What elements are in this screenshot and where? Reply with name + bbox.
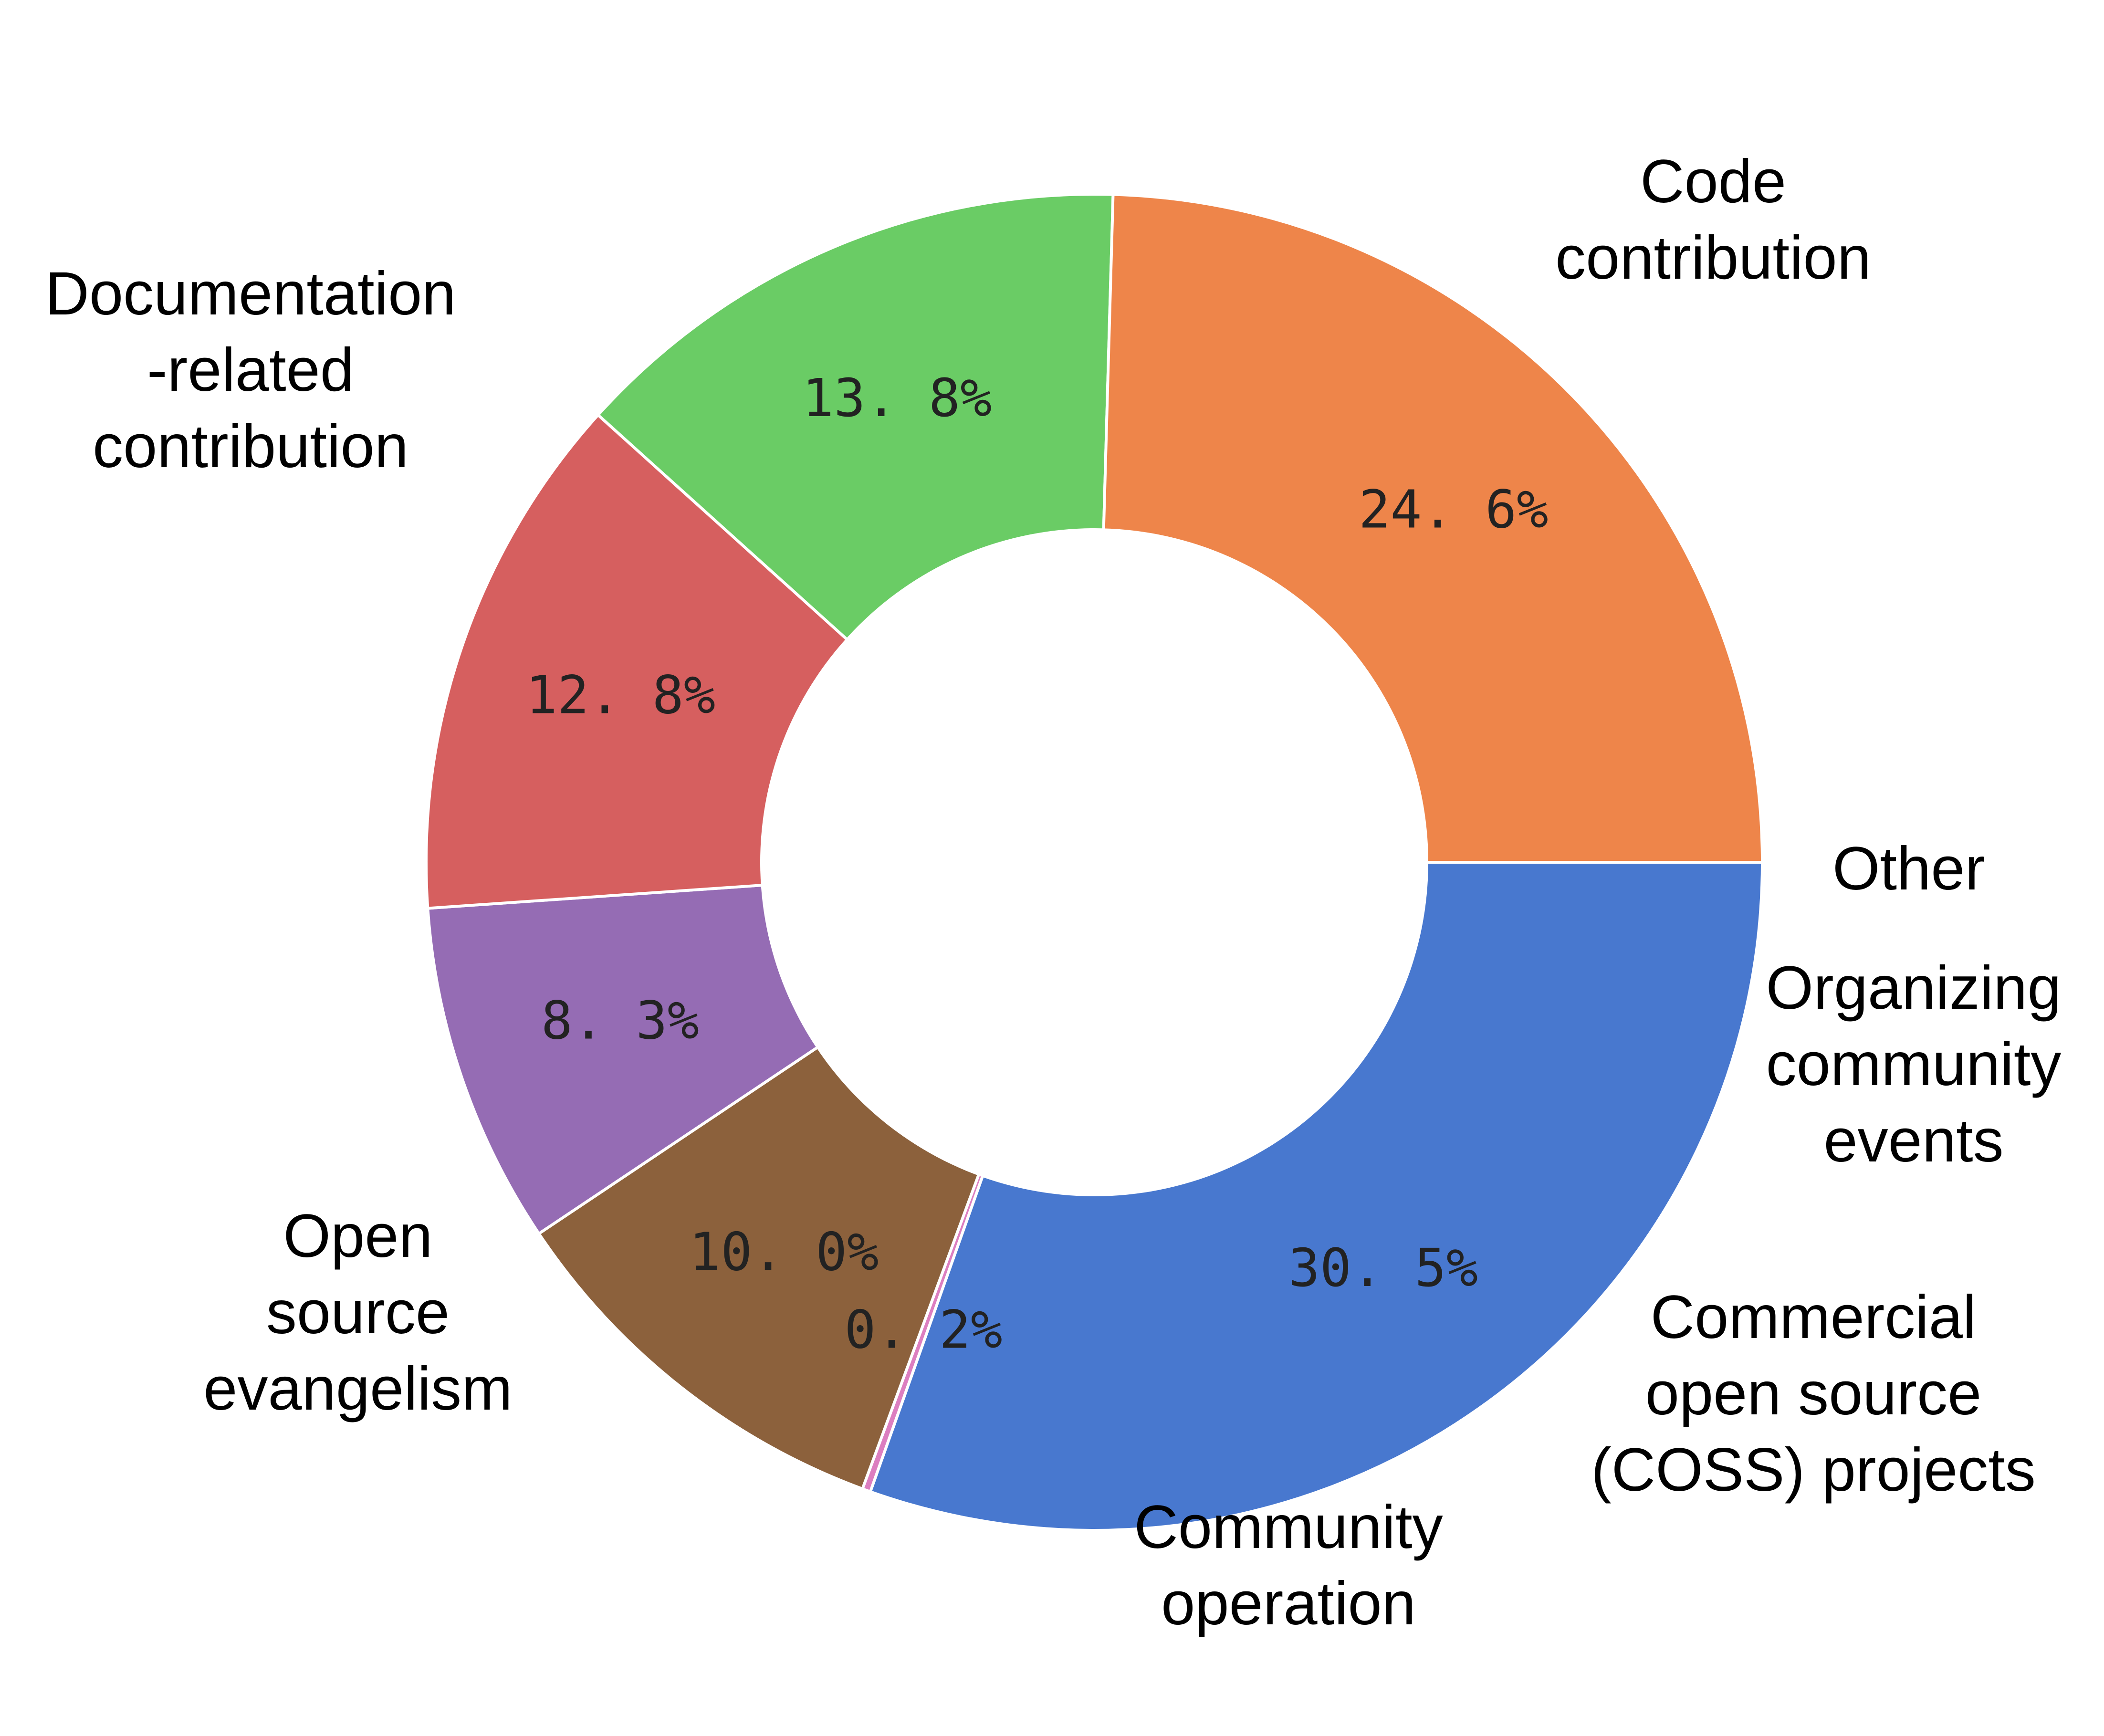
category-label-line: evangelism <box>203 1355 512 1423</box>
category-label-line: contribution <box>93 412 408 481</box>
category-label-line: operation <box>1161 1569 1416 1638</box>
category-label-line: source <box>266 1278 450 1347</box>
category-label-line: contribution <box>1555 224 1871 292</box>
category-labels-group: Code contribution Other Organizing community… <box>45 147 2062 1638</box>
percent-label: 0. 2% <box>844 1299 1002 1360</box>
category-label-line: events <box>1823 1107 2003 1175</box>
percent-label: 24. 6% <box>1359 479 1548 540</box>
category-label-line: Other <box>1832 835 1985 903</box>
percent-label: 30. 5% <box>1288 1237 1478 1298</box>
category-label-line: Organizing <box>1766 954 2062 1022</box>
category-label-line: -related <box>147 336 354 404</box>
category-label-line: Documentation <box>45 260 456 328</box>
donut-hole <box>760 528 1428 1196</box>
category-label-line: Code <box>1640 147 1786 216</box>
category-label: Documentation -related contribution <box>45 260 456 481</box>
percent-label: 8. 3% <box>541 990 699 1051</box>
category-label-line: Community <box>1134 1493 1443 1561</box>
category-label-line: Open <box>283 1202 432 1270</box>
category-label: Community operation <box>1134 1493 1443 1638</box>
category-label: Code contribution <box>1555 147 1871 292</box>
category-label-line: Commercial <box>1651 1283 1977 1351</box>
category-label: Open source evangelism <box>203 1202 512 1423</box>
category-label: Organizing community events <box>1766 954 2062 1175</box>
category-label-line: open source <box>1645 1360 1982 1428</box>
percent-label: 12. 8% <box>526 665 715 726</box>
category-label-line: community <box>1766 1030 2062 1098</box>
category-label: Other <box>1832 835 1985 903</box>
percent-label: 13. 8% <box>802 367 992 429</box>
percent-label: 10. 0% <box>689 1222 879 1283</box>
percent-labels-group: 30. 5% 0. 2% 10. 0% 8. 3% 12. 8% 13. 8% 24. 6% <box>526 367 1549 1360</box>
category-label: Commercial open source (COSS) projects <box>1591 1283 2036 1504</box>
category-label-line: (COSS) projects <box>1591 1436 2036 1504</box>
